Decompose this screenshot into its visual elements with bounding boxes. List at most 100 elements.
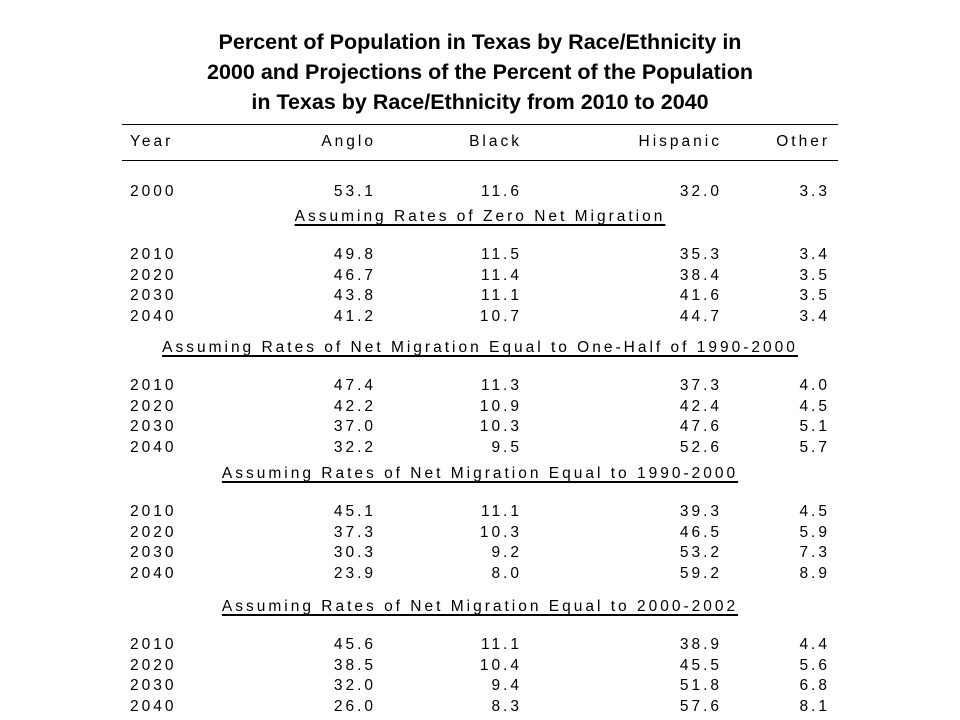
section-heading: Assuming Rates of Net Migration Equal to… [0, 598, 960, 616]
section-heading: Assuming Rates of Net Migration Equal to… [0, 339, 960, 357]
section-title: Assuming Rates of Net Migration Equal to… [221, 465, 739, 482]
cell-hispanic: 39.3 [679, 503, 722, 520]
cell-anglo: 43.8 [333, 287, 376, 304]
cell-other: 4.5 [799, 503, 830, 520]
cell-anglo: 38.5 [333, 657, 376, 674]
cell-other: 3.3 [799, 183, 830, 200]
cell-year: 2020 [130, 524, 177, 541]
cell-year: 2010 [130, 246, 177, 263]
cell-other: 8.1 [799, 698, 830, 715]
cell-other: 5.6 [799, 657, 830, 674]
cell-other: 6.8 [799, 677, 830, 694]
table-top-rule [122, 124, 838, 125]
cell-year: 2020 [130, 398, 177, 415]
cell-anglo: 32.2 [333, 439, 376, 456]
cell-year: 2020 [130, 267, 177, 284]
cell-hispanic: 53.2 [679, 544, 722, 561]
cell-black: 11.3 [480, 377, 522, 394]
cell-hispanic: 44.7 [679, 308, 722, 325]
cell-year: 2000 [130, 183, 177, 200]
cell-black: 11.1 [480, 636, 522, 653]
cell-other: 5.1 [799, 418, 830, 435]
cell-other: 5.7 [799, 439, 830, 456]
cell-year: 2040 [130, 308, 177, 325]
cell-black: 11.1 [480, 503, 522, 520]
cell-hispanic: 42.4 [679, 398, 722, 415]
cell-year: 2040 [130, 439, 177, 456]
section-title: Assuming Rates of Net Migration Equal to… [162, 339, 798, 356]
cell-black: 8.0 [491, 565, 522, 582]
cell-anglo: 45.6 [333, 636, 376, 653]
cell-hispanic: 46.5 [679, 524, 722, 541]
cell-year: 2040 [130, 565, 177, 582]
cell-hispanic: 51.8 [679, 677, 722, 694]
cell-black: 11.1 [480, 287, 522, 304]
header-hispanic: Hispanic [638, 133, 722, 150]
header-other: Other [776, 133, 830, 150]
cell-anglo: 37.0 [333, 418, 376, 435]
cell-hispanic: 45.5 [679, 657, 722, 674]
cell-black: 11.4 [480, 267, 522, 284]
cell-other: 4.0 [799, 377, 830, 394]
cell-other: 8.9 [799, 565, 830, 582]
cell-black: 9.5 [491, 439, 522, 456]
cell-anglo: 42.2 [333, 398, 376, 415]
cell-anglo: 53.1 [333, 183, 376, 200]
cell-other: 3.5 [799, 267, 830, 284]
cell-other: 3.4 [799, 308, 830, 325]
cell-year: 2020 [130, 657, 177, 674]
cell-year: 2030 [130, 418, 177, 435]
cell-other: 4.4 [799, 636, 830, 653]
section-heading: Assuming Rates of Net Migration Equal to… [0, 465, 960, 483]
cell-anglo: 46.7 [333, 267, 376, 284]
cell-anglo: 23.9 [333, 565, 376, 582]
cell-year: 2010 [130, 636, 177, 653]
cell-other: 4.5 [799, 398, 830, 415]
section-title: Assuming Rates of Zero Net Migration [294, 208, 666, 225]
cell-hispanic: 52.6 [679, 439, 722, 456]
cell-black: 11.6 [480, 183, 522, 200]
cell-hispanic: 35.3 [679, 246, 722, 263]
cell-year: 2010 [130, 377, 177, 394]
section-heading: Assuming Rates of Zero Net Migration [0, 208, 960, 226]
cell-hispanic: 41.6 [679, 287, 722, 304]
cell-other: 5.9 [799, 524, 830, 541]
cell-black: 10.7 [479, 308, 522, 325]
header-year: Year [130, 133, 174, 150]
header-black: Black [469, 133, 522, 150]
title-line: Percent of Population in Texas by Race/E… [218, 30, 742, 54]
cell-hispanic: 32.0 [679, 183, 722, 200]
cell-year: 2030 [130, 544, 177, 561]
cell-anglo: 49.8 [333, 246, 376, 263]
cell-year: 2010 [130, 503, 177, 520]
cell-black: 10.4 [479, 657, 522, 674]
cell-year: 2040 [130, 698, 177, 715]
cell-anglo: 45.1 [333, 503, 376, 520]
cell-hispanic: 57.6 [679, 698, 722, 715]
cell-anglo: 41.2 [333, 308, 376, 325]
cell-hispanic: 38.4 [679, 267, 722, 284]
cell-year: 2030 [130, 287, 177, 304]
page-title: Percent of Population in Texas by Race/E… [0, 27, 960, 117]
cell-year: 2030 [130, 677, 177, 694]
title-line: 2000 and Projections of the Percent of t… [207, 60, 753, 84]
cell-anglo: 47.4 [333, 377, 376, 394]
section-title: Assuming Rates of Net Migration Equal to… [221, 598, 739, 615]
cell-hispanic: 47.6 [679, 418, 722, 435]
cell-black: 8.3 [491, 698, 522, 715]
cell-black: 10.9 [479, 398, 522, 415]
cell-hispanic: 37.3 [679, 377, 722, 394]
title-line: in Texas by Race/Ethnicity from 2010 to … [251, 90, 709, 114]
cell-other: 3.4 [799, 246, 830, 263]
cell-other: 3.5 [799, 287, 830, 304]
cell-other: 7.3 [799, 544, 830, 561]
cell-black: 9.4 [491, 677, 522, 694]
cell-hispanic: 59.2 [679, 565, 722, 582]
cell-black: 11.5 [480, 246, 522, 263]
header-bottom-rule [122, 160, 838, 161]
cell-black: 10.3 [479, 418, 522, 435]
cell-anglo: 37.3 [333, 524, 376, 541]
cell-anglo: 32.0 [333, 677, 376, 694]
cell-black: 10.3 [479, 524, 522, 541]
cell-hispanic: 38.9 [679, 636, 722, 653]
